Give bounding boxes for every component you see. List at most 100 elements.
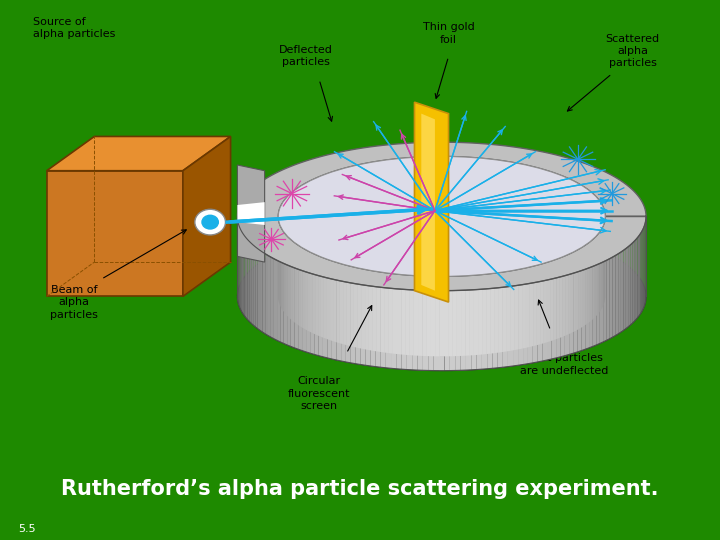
Polygon shape: [450, 291, 455, 370]
Polygon shape: [474, 275, 478, 355]
Polygon shape: [495, 273, 499, 353]
Polygon shape: [391, 288, 396, 369]
Polygon shape: [433, 291, 439, 370]
Polygon shape: [537, 264, 540, 345]
Polygon shape: [561, 275, 565, 357]
Polygon shape: [600, 229, 602, 310]
Polygon shape: [440, 276, 444, 356]
Polygon shape: [565, 254, 568, 335]
Polygon shape: [628, 245, 630, 327]
Polygon shape: [241, 230, 242, 312]
Polygon shape: [238, 165, 265, 262]
Polygon shape: [534, 265, 537, 346]
Polygon shape: [318, 255, 321, 337]
Ellipse shape: [278, 157, 606, 276]
Polygon shape: [315, 274, 318, 356]
Polygon shape: [538, 281, 542, 362]
Polygon shape: [346, 282, 351, 363]
Polygon shape: [469, 275, 474, 355]
Polygon shape: [285, 234, 287, 315]
Polygon shape: [347, 265, 350, 346]
Polygon shape: [274, 259, 277, 340]
Text: Deflected
particles: Deflected particles: [279, 45, 333, 68]
Polygon shape: [431, 276, 436, 356]
Polygon shape: [310, 273, 315, 354]
Text: Rutherford’s alpha particle scattering experiment.: Rutherford’s alpha particle scattering e…: [61, 478, 659, 499]
Text: Thin gold
foil: Thin gold foil: [423, 22, 474, 45]
Polygon shape: [547, 279, 552, 360]
Polygon shape: [477, 289, 482, 369]
Polygon shape: [503, 287, 508, 367]
Polygon shape: [336, 262, 340, 343]
Polygon shape: [418, 290, 423, 370]
Polygon shape: [594, 237, 595, 318]
Polygon shape: [602, 227, 603, 309]
Polygon shape: [350, 266, 354, 347]
Polygon shape: [397, 274, 401, 354]
Polygon shape: [386, 288, 391, 368]
Polygon shape: [542, 280, 547, 361]
Polygon shape: [465, 275, 469, 356]
Polygon shape: [365, 269, 369, 350]
Polygon shape: [630, 243, 632, 325]
Polygon shape: [291, 240, 292, 321]
Polygon shape: [356, 284, 361, 364]
Polygon shape: [253, 245, 256, 327]
Polygon shape: [552, 278, 556, 359]
Polygon shape: [568, 253, 571, 334]
Polygon shape: [258, 248, 260, 330]
Polygon shape: [439, 291, 444, 370]
Polygon shape: [478, 274, 482, 355]
Polygon shape: [327, 259, 330, 340]
Polygon shape: [595, 235, 597, 316]
Polygon shape: [287, 265, 291, 346]
Polygon shape: [554, 259, 557, 340]
Polygon shape: [593, 238, 594, 320]
Polygon shape: [461, 290, 466, 370]
Polygon shape: [305, 249, 307, 330]
Polygon shape: [292, 241, 294, 322]
Polygon shape: [340, 264, 343, 344]
Polygon shape: [510, 270, 515, 351]
Polygon shape: [418, 276, 423, 356]
Polygon shape: [414, 275, 418, 356]
Polygon shape: [421, 113, 435, 291]
Text: Circular
fluorescent
screen: Circular fluorescent screen: [288, 376, 351, 411]
Polygon shape: [246, 238, 248, 320]
Polygon shape: [461, 276, 465, 356]
Polygon shape: [47, 137, 230, 171]
Polygon shape: [302, 271, 306, 352]
Polygon shape: [240, 228, 241, 310]
Polygon shape: [402, 289, 407, 369]
Polygon shape: [256, 247, 258, 329]
Polygon shape: [640, 232, 642, 314]
Polygon shape: [300, 247, 302, 328]
Polygon shape: [596, 264, 600, 345]
Polygon shape: [490, 273, 495, 354]
Text: 5.5: 5.5: [18, 523, 35, 534]
Polygon shape: [436, 276, 440, 356]
Polygon shape: [557, 258, 559, 339]
Polygon shape: [343, 264, 347, 345]
Polygon shape: [249, 241, 251, 323]
Polygon shape: [384, 273, 389, 353]
Polygon shape: [358, 268, 361, 349]
Polygon shape: [637, 236, 639, 318]
Polygon shape: [405, 275, 410, 355]
Polygon shape: [277, 260, 280, 342]
Polygon shape: [287, 235, 288, 316]
Polygon shape: [577, 271, 581, 352]
Polygon shape: [550, 260, 554, 341]
Polygon shape: [351, 283, 356, 364]
Polygon shape: [361, 285, 366, 365]
Text: Source of
alpha particles: Source of alpha particles: [33, 17, 115, 39]
Polygon shape: [381, 272, 384, 353]
Polygon shape: [393, 274, 397, 354]
Polygon shape: [626, 247, 628, 329]
Polygon shape: [310, 252, 312, 333]
Polygon shape: [456, 276, 461, 356]
Polygon shape: [321, 257, 324, 338]
Polygon shape: [401, 274, 405, 355]
Polygon shape: [294, 242, 297, 324]
Polygon shape: [239, 226, 240, 308]
